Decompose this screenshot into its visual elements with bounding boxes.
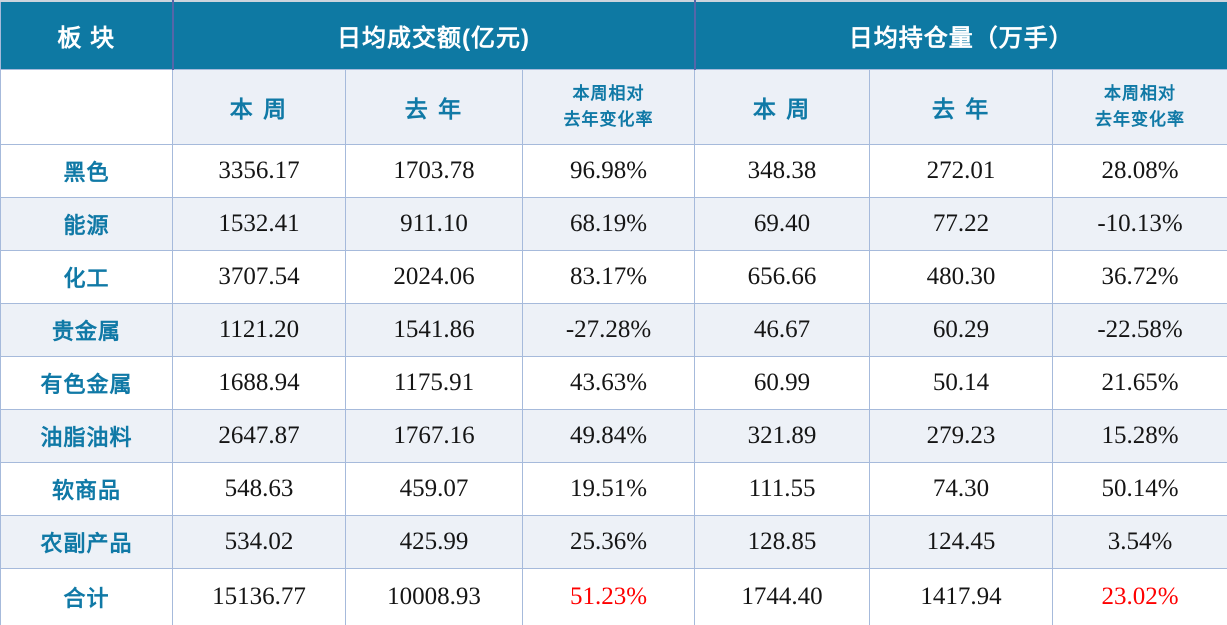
value-cell: 60.99 <box>694 355 871 410</box>
value-cell: 459.07 <box>345 461 523 516</box>
value-cell: 77.22 <box>869 196 1054 251</box>
change-cell: 43.63% <box>521 355 696 410</box>
table-row: 油脂油料 2647.87 1767.16 49.84% 321.89 279.2… <box>0 408 1227 463</box>
change-rate-label-line2: 去年变化率 <box>1095 109 1186 129</box>
subheader-oi-this-week: 本 周 <box>694 68 871 145</box>
sector-cell: 农副产品 <box>0 514 173 569</box>
value-cell: 1688.94 <box>172 355 346 410</box>
value-cell: 60.29 <box>869 302 1054 357</box>
table-row: 软商品 548.63 459.07 19.51% 111.55 74.30 50… <box>0 461 1227 516</box>
change-cell: -27.28% <box>521 302 696 357</box>
total-row: 合计 15136.77 10008.93 51.23% 1744.40 1417… <box>0 567 1227 625</box>
value-cell: 911.10 <box>345 196 523 251</box>
value-cell: 425.99 <box>345 514 523 569</box>
table-row: 有色金属 1688.94 1175.91 43.63% 60.99 50.14 … <box>0 355 1227 410</box>
change-cell: 83.17% <box>521 249 696 304</box>
change-cell: 25.36% <box>521 514 696 569</box>
change-cell: 68.19% <box>521 196 696 251</box>
value-cell: 2647.87 <box>172 408 346 463</box>
total-change-cell: 51.23% <box>521 567 696 625</box>
value-cell: 1175.91 <box>345 355 523 410</box>
value-cell: 111.55 <box>694 461 871 516</box>
value-cell: 10008.93 <box>345 567 523 625</box>
table-row: 贵金属 1121.20 1541.86 -27.28% 46.67 60.29 … <box>0 302 1227 357</box>
subheader-oi-last-year: 去 年 <box>869 68 1054 145</box>
table-row: 农副产品 534.02 425.99 25.36% 128.85 124.45 … <box>0 514 1227 569</box>
group-header-turnover: 日均成交额(亿元) <box>171 1 696 70</box>
value-cell: 3707.54 <box>172 249 346 304</box>
change-cell: 50.14% <box>1052 461 1227 516</box>
value-cell: 321.89 <box>694 408 871 463</box>
value-cell: 1121.20 <box>172 302 346 357</box>
value-cell: 656.66 <box>694 249 871 304</box>
change-cell: 21.65% <box>1052 355 1227 410</box>
value-cell: 348.38 <box>694 143 871 198</box>
value-cell: 74.30 <box>869 461 1054 516</box>
value-cell: 1767.16 <box>345 408 523 463</box>
total-change-cell: 23.02% <box>1052 567 1227 625</box>
change-cell: -22.58% <box>1052 302 1227 357</box>
value-cell: 3356.17 <box>172 143 346 198</box>
value-cell: 1532.41 <box>172 196 346 251</box>
value-cell: 128.85 <box>694 514 871 569</box>
change-cell: 28.08% <box>1052 143 1227 198</box>
sector-cell: 软商品 <box>0 461 173 516</box>
value-cell: 2024.06 <box>345 249 523 304</box>
value-cell: 1744.40 <box>694 567 871 625</box>
change-cell: 36.72% <box>1052 249 1227 304</box>
value-cell: 272.01 <box>869 143 1054 198</box>
change-cell: 19.51% <box>521 461 696 516</box>
subheader-oi-change-rate: 本周相对 去年变化率 <box>1052 68 1227 145</box>
change-cell: -10.13% <box>1052 196 1227 251</box>
value-cell: 69.40 <box>694 196 871 251</box>
value-cell: 279.23 <box>869 408 1054 463</box>
change-rate-label-line1: 本周相对 <box>1104 84 1177 103</box>
value-cell: 1417.94 <box>869 567 1054 625</box>
value-cell: 1703.78 <box>345 143 523 198</box>
value-cell: 480.30 <box>869 249 1054 304</box>
sector-cell: 能源 <box>0 196 173 251</box>
value-cell: 15136.77 <box>172 567 346 625</box>
value-cell: 1541.86 <box>345 302 523 357</box>
value-cell: 548.63 <box>172 461 346 516</box>
value-cell: 534.02 <box>172 514 346 569</box>
change-cell: 96.98% <box>521 143 696 198</box>
header-band-row: 板 块 日均成交额(亿元) 日均持仓量（万手） <box>0 1 1227 70</box>
change-rate-label-line2: 去年变化率 <box>563 109 654 129</box>
value-cell: 124.45 <box>869 514 1054 569</box>
sector-cell: 有色金属 <box>0 355 173 410</box>
change-cell: 49.84% <box>521 408 696 463</box>
subheader-row: 本 周 去 年 本周相对 去年变化率 本 周 去 年 本周相对 去年变化率 <box>0 68 1227 145</box>
table-row: 能源 1532.41 911.10 68.19% 69.40 77.22 -10… <box>0 196 1227 251</box>
sector-cell: 贵金属 <box>0 302 173 357</box>
sector-cell: 油脂油料 <box>0 408 173 463</box>
change-rate-label-line1: 本周相对 <box>572 84 645 103</box>
table-row: 黑色 3356.17 1703.78 96.98% 348.38 272.01 … <box>0 143 1227 198</box>
value-cell: 50.14 <box>869 355 1054 410</box>
corner-subheader-empty <box>0 68 173 145</box>
sector-cell: 化工 <box>0 249 173 304</box>
change-cell: 3.54% <box>1052 514 1227 569</box>
subheader-turnover-last-year: 去 年 <box>345 68 523 145</box>
change-cell: 15.28% <box>1052 408 1227 463</box>
sector-cell: 黑色 <box>0 143 173 198</box>
total-label-cell: 合计 <box>0 567 173 625</box>
value-cell: 46.67 <box>694 302 871 357</box>
group-header-open-interest: 日均持仓量（万手） <box>694 1 1227 70</box>
table-row: 化工 3707.54 2024.06 83.17% 656.66 480.30 … <box>0 249 1227 304</box>
subheader-turnover-this-week: 本 周 <box>172 68 346 145</box>
subheader-turnover-change-rate: 本周相对 去年变化率 <box>521 68 696 145</box>
corner-header-sector: 板 块 <box>0 1 174 70</box>
